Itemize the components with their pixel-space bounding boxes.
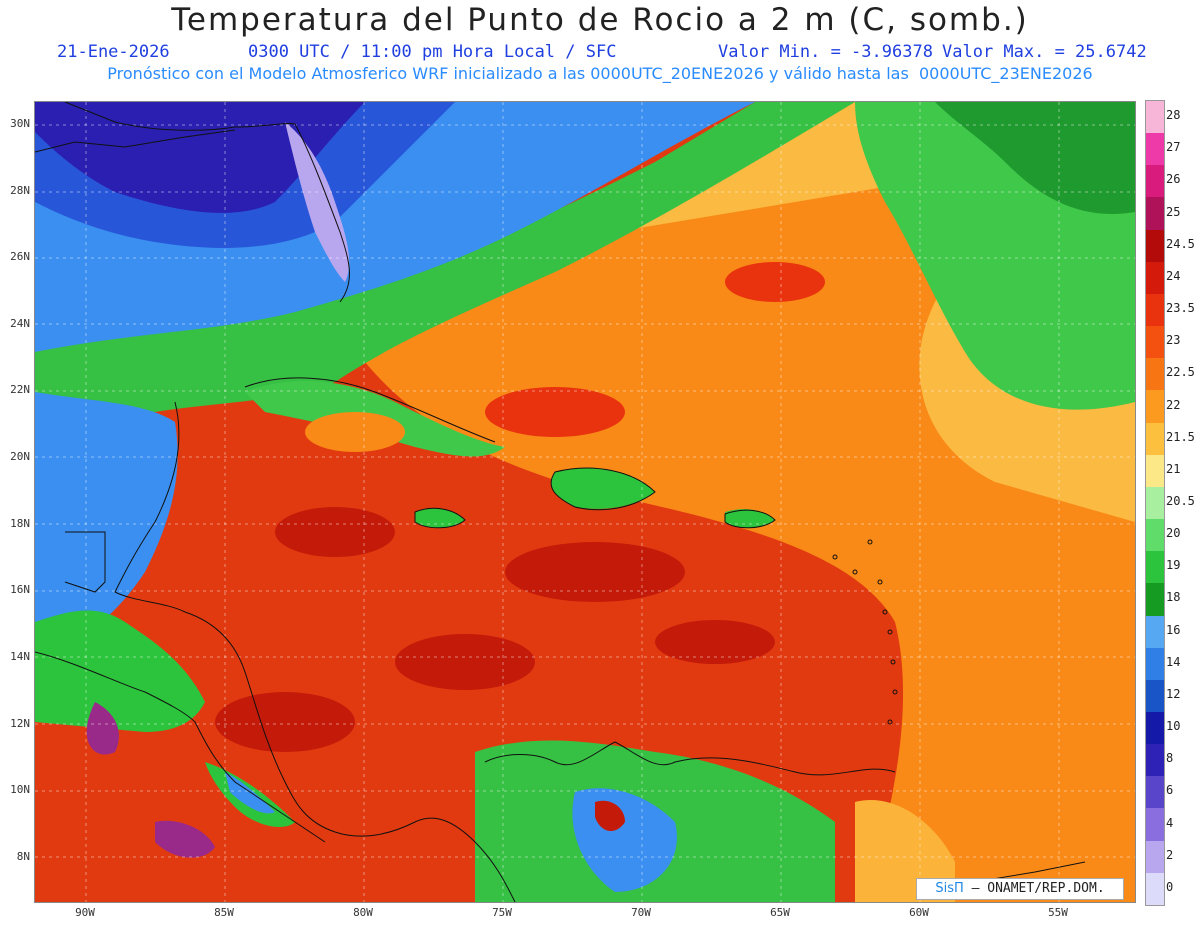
- colorbar-segment: [1146, 293, 1164, 327]
- lat-label-28n: 28N: [10, 184, 30, 197]
- colorbar-label: 16: [1166, 622, 1181, 637]
- colorbar-segment: [1146, 165, 1164, 198]
- colorbar-segment: [1146, 519, 1164, 552]
- colorbar-label: 23.5: [1166, 301, 1195, 316]
- forecast-time: 0300 UTC / 11:00 pm Hora Local / SFC: [248, 42, 617, 62]
- colorbar-segment: [1146, 647, 1164, 680]
- colorbar-label: 21.5: [1166, 429, 1195, 444]
- lat-label-26n: 26N: [10, 250, 30, 263]
- colorbar-label: 4: [1166, 815, 1174, 830]
- colorbar-segment: [1146, 422, 1164, 455]
- colorbar-segment: [1146, 583, 1164, 616]
- colorbar-segment: [1146, 358, 1164, 391]
- lon-label-65w: 65W: [770, 906, 790, 919]
- colorbar-segment: [1146, 229, 1164, 262]
- lon-label-55w: 55W: [1048, 906, 1068, 919]
- dewpoint-map: [34, 101, 1136, 903]
- colorbar-segment: [1146, 197, 1164, 230]
- colorbar-label: 24: [1166, 268, 1181, 283]
- colorbar-label: 18: [1166, 590, 1181, 605]
- colorbar-label: 6: [1166, 783, 1174, 798]
- colorbar-label: 19: [1166, 558, 1181, 573]
- lon-label-70w: 70W: [631, 906, 651, 919]
- colorbar-segment: [1146, 679, 1164, 712]
- lat-label-8n: 8N: [16, 850, 30, 863]
- colorbar-label: 14: [1166, 654, 1181, 669]
- lat-label-22n: 22N: [10, 383, 30, 396]
- colorbar-label: 22: [1166, 397, 1181, 412]
- colorbar-segment: [1146, 776, 1164, 809]
- max-value: Valor Max. = 25.6742: [942, 42, 1147, 62]
- colorbar-segment: [1146, 261, 1164, 294]
- lon-label-80w: 80W: [353, 906, 373, 919]
- colorbar-label: 25: [1166, 204, 1181, 219]
- model-description: Pronóstico con el Modelo Atmosferico WRF…: [107, 64, 1093, 83]
- colorbar-segment: [1146, 872, 1164, 905]
- colorbar-segment: [1146, 744, 1164, 777]
- min-value: Valor Min. = -3.96378: [718, 42, 933, 62]
- lat-label-16n: 16N: [10, 583, 30, 596]
- lat-label-10n: 10N: [10, 783, 30, 796]
- colorbar-segment: [1146, 711, 1164, 745]
- lon-label-75w: 75W: [492, 906, 512, 919]
- lat-label-12n: 12N: [10, 717, 30, 730]
- colorbar-label: 8: [1166, 751, 1174, 766]
- forecast-date: 21-Ene-2026: [57, 42, 170, 62]
- lat-label-30n: 30N: [10, 117, 30, 130]
- colorbar-segment: [1146, 133, 1164, 166]
- colorbar-segment: [1146, 615, 1164, 648]
- colorbar: [1145, 100, 1165, 906]
- credit-text: – ONAMET/REP.DOM.: [963, 881, 1105, 896]
- dewpoint-field: [35, 102, 1135, 902]
- lat-label-18n: 18N: [10, 517, 30, 530]
- lon-label-85w: 85W: [214, 906, 234, 919]
- colorbar-label: 0: [1166, 879, 1174, 894]
- colorbar-segment: [1146, 840, 1164, 873]
- lat-label-24n: 24N: [10, 317, 30, 330]
- colorbar-label: 26: [1166, 172, 1181, 187]
- colorbar-label: 22.5: [1166, 365, 1195, 380]
- colorbar-label: 27: [1166, 140, 1181, 155]
- sispi-logo: SisΠ: [935, 881, 964, 896]
- lat-label-14n: 14N: [10, 650, 30, 663]
- colorbar-segment: [1146, 326, 1164, 359]
- colorbar-segment: [1146, 454, 1164, 487]
- lon-label-90w: 90W: [75, 906, 95, 919]
- colorbar-segment: [1146, 551, 1164, 584]
- colorbar-label: 2: [1166, 847, 1174, 862]
- colorbar-segment: [1146, 390, 1164, 423]
- colorbar-label: 20: [1166, 526, 1181, 541]
- colorbar-segment: [1146, 486, 1164, 520]
- lon-label-60w: 60W: [909, 906, 929, 919]
- colorbar-segment: [1146, 101, 1164, 134]
- page-title: Temperatura del Punto de Rocio a 2 m (C,…: [171, 2, 1029, 38]
- colorbar-label: 20.5: [1166, 494, 1195, 508]
- colorbar-label: 21: [1166, 461, 1181, 476]
- colorbar-label: 28: [1166, 108, 1181, 123]
- credit-box: SisΠ – ONAMET/REP.DOM.: [916, 878, 1124, 900]
- colorbar-label: 23: [1166, 333, 1181, 348]
- colorbar-label: 12: [1166, 686, 1181, 701]
- colorbar-segment: [1146, 808, 1164, 841]
- lat-label-20n: 20N: [10, 450, 30, 463]
- colorbar-label: 10: [1166, 719, 1181, 734]
- colorbar-label: 24.5: [1166, 236, 1195, 251]
